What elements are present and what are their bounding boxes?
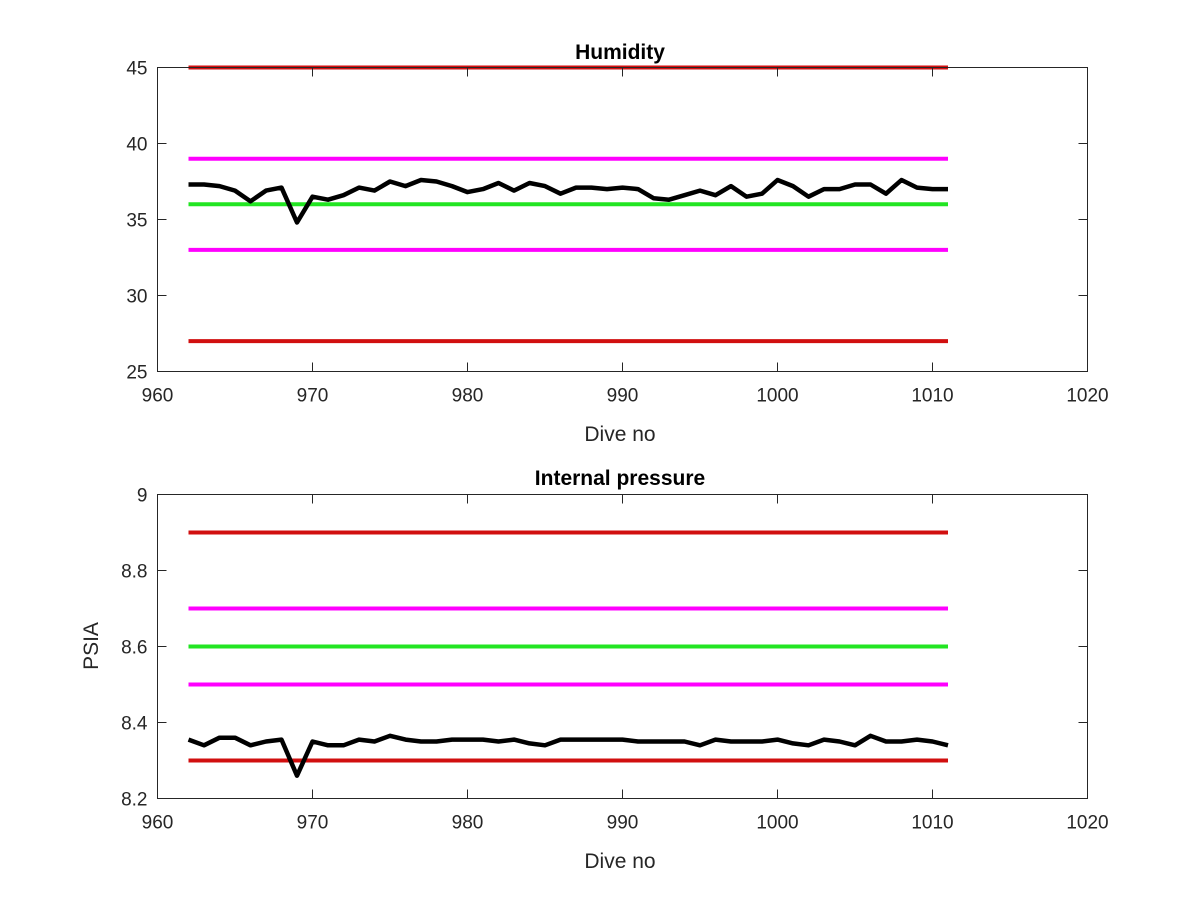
x-tick-label: 970 <box>297 386 329 407</box>
y-tick-label: 9 <box>137 486 148 507</box>
x-tick-label: 1020 <box>1066 386 1108 407</box>
y-tick-label: 30 <box>126 287 147 308</box>
data-series-line <box>187 733 949 778</box>
y-tick-label: 40 <box>126 135 147 156</box>
x-tick-label: 970 <box>297 813 329 834</box>
x-tick-label: 960 <box>142 813 174 834</box>
x-tick-label: 990 <box>607 386 639 407</box>
x-axis-label: Dive no <box>584 423 655 446</box>
x-tick-label: 980 <box>452 386 484 407</box>
x-tick-label: 1010 <box>911 813 953 834</box>
y-tick-label: 8.2 <box>121 790 147 811</box>
y-tick-label: 8.8 <box>121 562 147 583</box>
data-series-line <box>188 177 948 225</box>
x-tick-label: 1020 <box>1066 813 1108 834</box>
x-axis-label: Dive no <box>584 850 655 873</box>
x-tick-label: 1000 <box>756 386 798 407</box>
x-tick-label: 1010 <box>911 386 953 407</box>
internal-pressure-panel: Internal pressure 960 970 980 990 1000 1010 10… <box>80 467 1109 873</box>
y-tick-label: 45 <box>126 59 147 80</box>
ticks-layer: 960 970 980 990 1000 1010 1020 25 30 35 40 45 <box>126 59 1108 407</box>
chart-title: Internal pressure <box>535 467 705 490</box>
y-tick-label: 8.4 <box>121 714 148 735</box>
x-tick-label: 990 <box>607 813 639 834</box>
series-layer <box>188 65 948 344</box>
x-tick-label: 1000 <box>756 813 798 834</box>
y-axis-label: PSIA <box>80 622 103 670</box>
y-tick-label: 25 <box>126 363 147 384</box>
y-tick-label: 8.6 <box>121 638 147 659</box>
x-tick-label: 980 <box>452 813 484 834</box>
series-layer <box>187 530 949 778</box>
y-tick-label: 35 <box>126 211 147 232</box>
chart-title: Humidity <box>575 41 665 64</box>
humidity-panel: Humidity 960 970 980 990 1000 1010 1020 25 30 35 4… <box>126 41 1108 446</box>
x-tick-label: 960 <box>142 386 174 407</box>
ticks-layer: 960 970 980 990 1000 1010 1020 8.2 8.4 8.6 8.8 9 <box>121 486 1109 834</box>
